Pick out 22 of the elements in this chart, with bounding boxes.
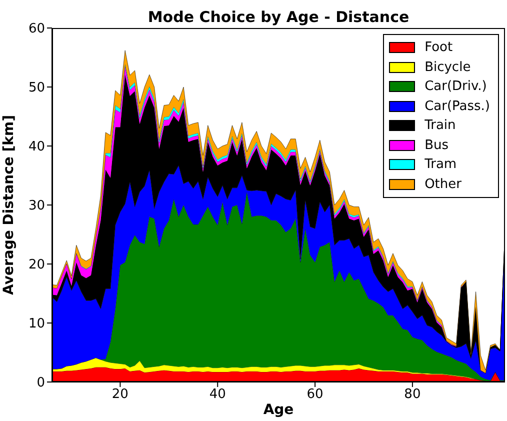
y-tick-label: 60 xyxy=(28,22,45,37)
y-tick-label: 30 xyxy=(28,198,45,214)
legend-label: Tram xyxy=(424,157,457,172)
chart-title: Mode Choice by Age - Distance xyxy=(146,8,410,26)
legend-label: Bus xyxy=(424,138,448,153)
legend-label: Foot xyxy=(424,40,453,56)
x-tick-label: 20 xyxy=(112,387,128,402)
x-tick-label: 80 xyxy=(404,387,421,402)
y-tick-label: 20 xyxy=(28,258,45,273)
y-tick-label: 10 xyxy=(28,316,45,332)
legend-label: Train xyxy=(424,118,456,134)
legend-label: Other xyxy=(424,176,462,192)
y-tick-label: 50 xyxy=(28,80,45,96)
y-tick-label: 0 xyxy=(36,376,45,391)
legend-label: Bicycle xyxy=(424,60,471,75)
y-tick-label: 40 xyxy=(28,140,45,155)
legend-label: Car(Driv.) xyxy=(424,79,487,94)
legend-label: Car(Pass.) xyxy=(424,98,490,114)
y-axis-title: Average Distance [km] xyxy=(0,115,17,295)
x-axis-title: Age xyxy=(263,402,294,418)
x-tick-label: 40 xyxy=(209,387,226,402)
x-tick-label: 60 xyxy=(306,387,324,402)
